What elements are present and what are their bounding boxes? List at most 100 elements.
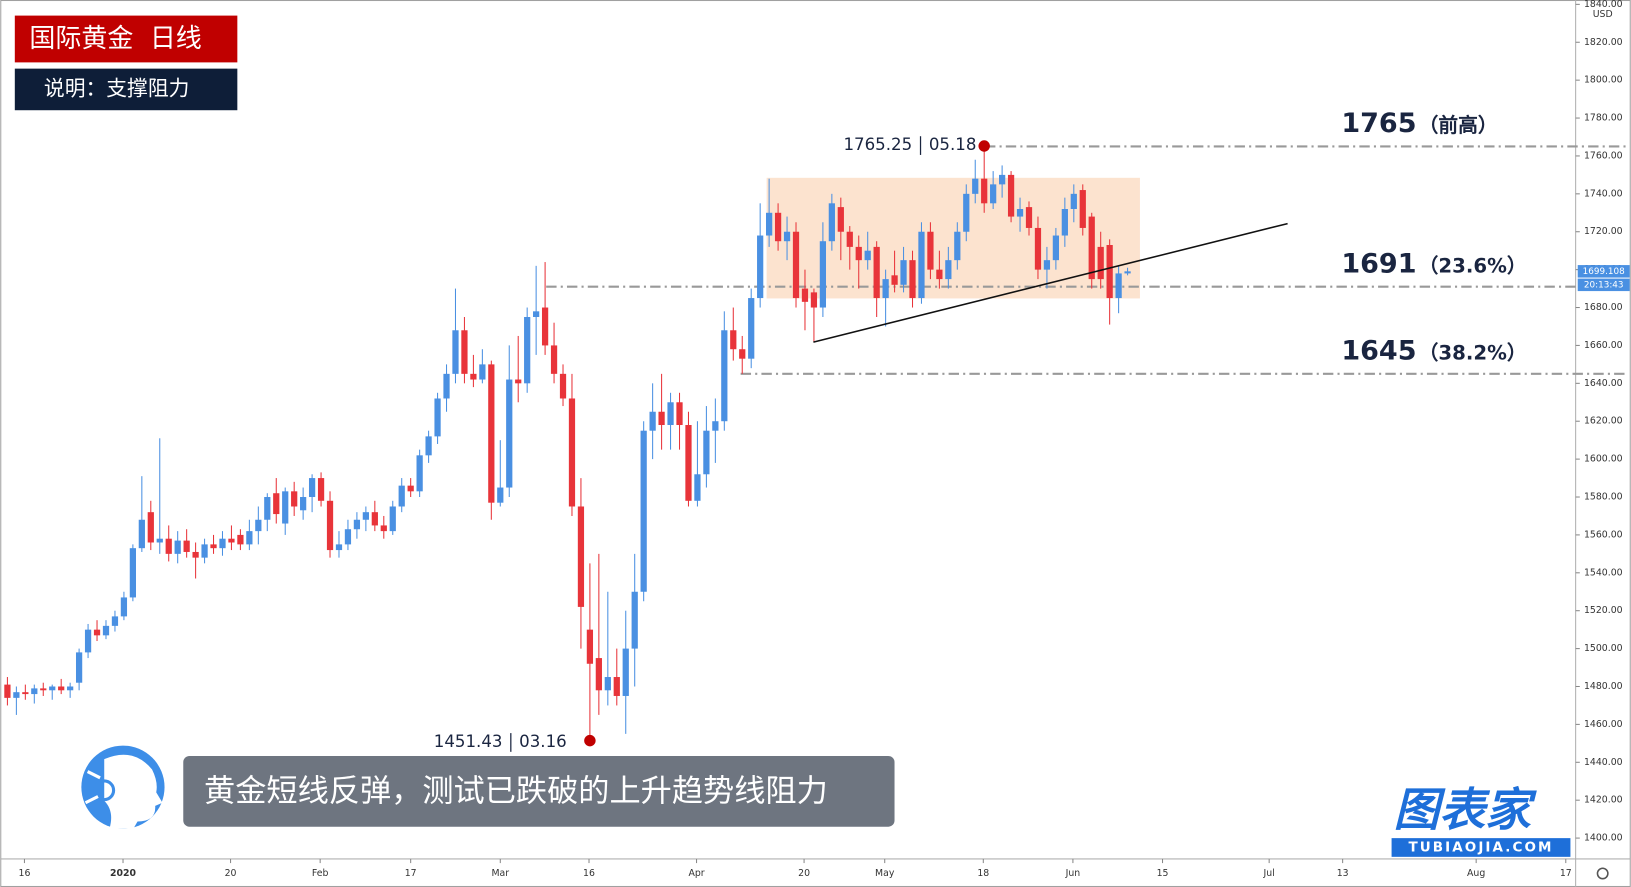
candle-body: [998, 174, 1006, 185]
x-tick-label: Mar: [491, 868, 509, 879]
candle-body: [362, 512, 369, 520]
candle-body: [488, 364, 495, 503]
last-price-tag: [1577, 265, 1630, 278]
candle-body: [246, 531, 253, 545]
candle-body: [282, 491, 289, 524]
logo-name: 图表家: [1394, 784, 1537, 837]
candle-body: [882, 279, 889, 299]
x-tick-label: Jun: [1065, 868, 1081, 879]
x-tick-label: 18: [977, 868, 989, 879]
candle-body: [640, 430, 647, 592]
y-tick-label: 1720.00: [1584, 226, 1623, 237]
y-tick-label: 1740.00: [1584, 188, 1623, 199]
title: 国际黄金 日线: [29, 24, 201, 54]
candle-body: [156, 538, 163, 543]
y-tick-label: 1480.00: [1584, 681, 1623, 692]
candle-body: [1097, 246, 1104, 280]
candle-body: [873, 246, 880, 299]
candle-body: [577, 506, 585, 607]
x-tick-label: 17: [1560, 868, 1572, 879]
candle-body: [31, 688, 38, 695]
y-tick-label: 1780.00: [1584, 113, 1623, 124]
candle-body: [757, 235, 764, 299]
candle-body: [774, 212, 782, 242]
candle-body: [497, 487, 504, 503]
candle-body: [658, 411, 665, 426]
countdown-tag: [1577, 278, 1630, 292]
candle-body: [703, 430, 710, 475]
level-note: （前高）: [1419, 114, 1498, 137]
candle-body: [138, 519, 145, 549]
candle-body: [524, 317, 531, 384]
candle-body: [264, 497, 271, 520]
x-tick-label: Feb: [312, 868, 329, 879]
title-box: [14, 15, 238, 63]
candle-body: [721, 330, 728, 422]
candle-body: [335, 544, 343, 551]
candle-body: [255, 519, 262, 532]
candle-body: [730, 330, 737, 350]
robot-ear: [93, 779, 116, 802]
candle-body: [864, 250, 871, 261]
x-tick-label: 2020: [110, 868, 137, 879]
candle-body: [120, 597, 128, 617]
x-tick-label: May: [875, 868, 895, 879]
y-tick-label: 1600.00: [1584, 454, 1623, 465]
candle-body: [1106, 245, 1113, 299]
candle-body: [828, 203, 835, 242]
candle-body: [963, 193, 970, 232]
y-tick-label: 1400.00: [1584, 833, 1623, 844]
level-label: 1645: [1341, 336, 1416, 367]
candle-body: [452, 330, 459, 374]
low_mark-date: 03.16: [519, 732, 567, 751]
candle-body: [111, 616, 119, 626]
x-tick-label: 16: [19, 868, 31, 879]
candle-body: [4, 684, 11, 698]
y-tick-label: 1800.00: [1584, 75, 1623, 86]
candle-body: [568, 398, 576, 507]
x-tick-label: 17: [405, 868, 417, 879]
level-label: 1765: [1341, 108, 1416, 139]
settings-icon[interactable]: [1596, 867, 1609, 880]
candle-body: [900, 260, 907, 285]
candle-body: [1043, 260, 1051, 270]
candle-body: [165, 538, 172, 554]
y-tick-label: 1620.00: [1584, 416, 1623, 427]
x-tick-label: Apr: [688, 868, 704, 879]
x-tick-label: 20: [798, 868, 810, 879]
candle-body: [40, 688, 47, 691]
candle-body: [13, 692, 20, 698]
candle-body: [75, 652, 83, 683]
x-tick-label: 16: [583, 868, 595, 879]
candle-body: [613, 677, 620, 696]
candle-body: [748, 298, 755, 359]
y-tick-label: 1420.00: [1584, 795, 1623, 806]
candle-body: [1070, 193, 1077, 209]
caption: 黄金短线反弹，测试已跌破的上升趋势线阻力: [204, 773, 828, 809]
candle-body: [219, 538, 226, 549]
candle-body: [622, 648, 629, 696]
candle-body: [1007, 174, 1015, 217]
candle-body: [1124, 271, 1131, 274]
candle-body: [792, 231, 800, 299]
high_mark-date: 05.18: [929, 135, 977, 154]
logo-bar: [1391, 838, 1571, 857]
candle-body: [945, 260, 952, 280]
candle-body: [694, 474, 701, 501]
level-note: （23.6%）: [1419, 254, 1527, 277]
y-tick-label: 1540.00: [1584, 567, 1623, 578]
high_mark-value: 1765.25: [843, 135, 912, 154]
candle-body: [1079, 190, 1086, 228]
y-tick-label: 1640.00: [1584, 378, 1623, 389]
x-tick-label: Aug: [1467, 868, 1485, 879]
candle-body: [927, 231, 934, 270]
candle-body: [210, 544, 217, 549]
candle-body: [58, 686, 65, 691]
candle-body: [685, 425, 692, 501]
candle-body: [667, 402, 674, 426]
candle-body: [380, 525, 387, 532]
high_mark-dot: [978, 140, 990, 152]
caption-box: [183, 755, 895, 827]
candle-body: [1034, 227, 1042, 270]
